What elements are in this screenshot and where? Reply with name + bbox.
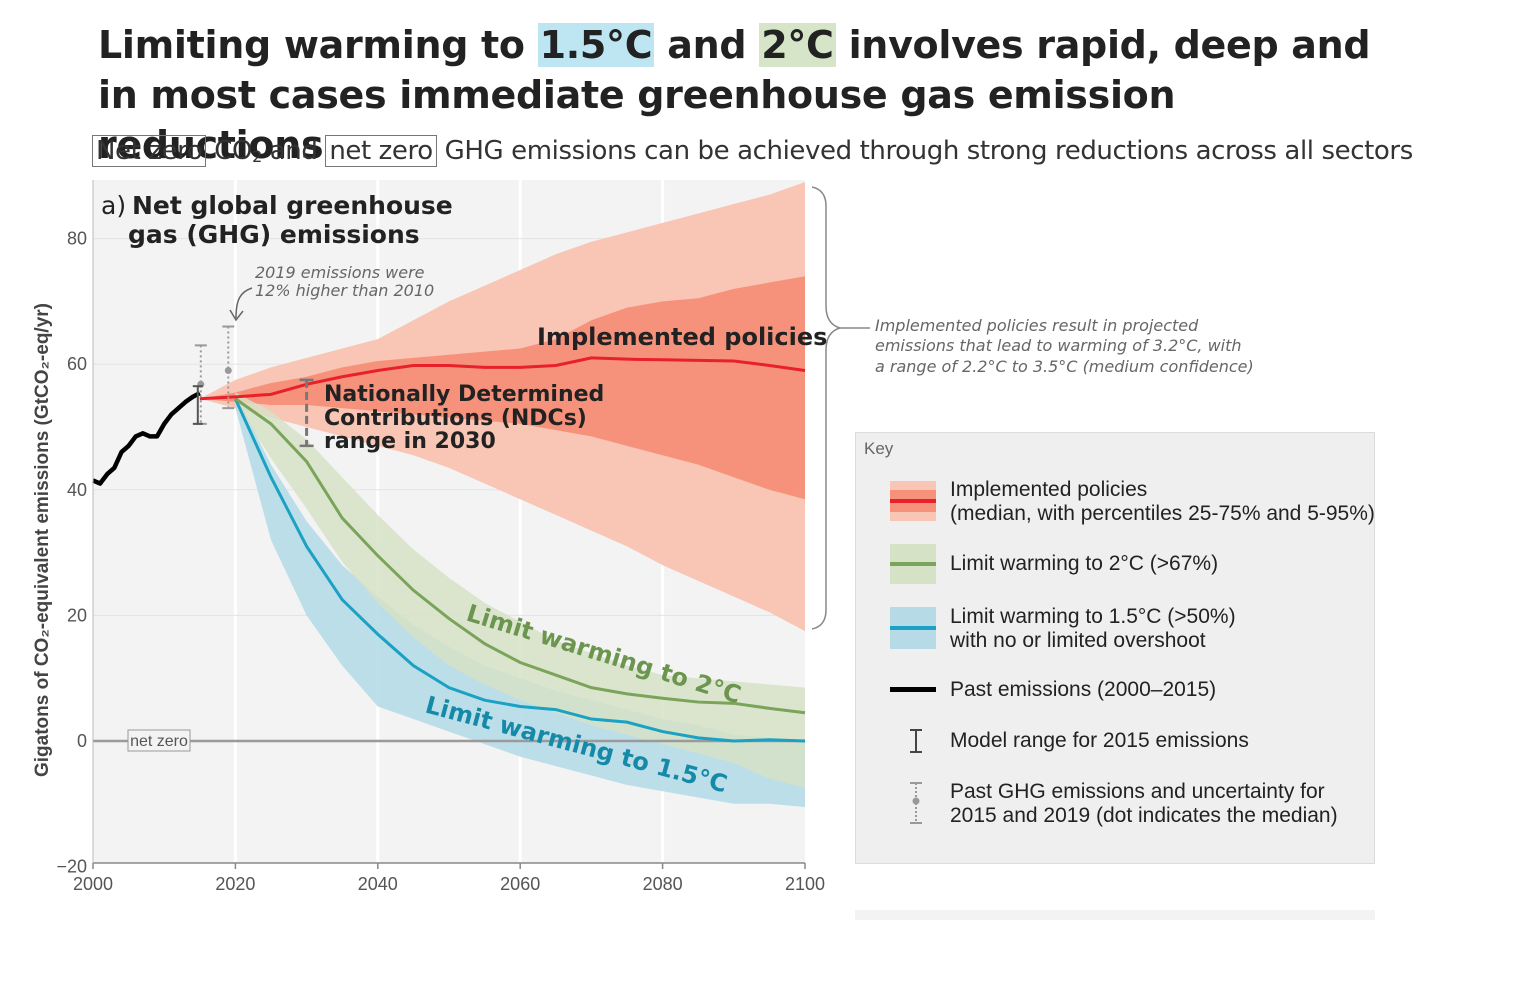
swatch-past-line: [890, 687, 936, 692]
data-bands: [199, 182, 806, 807]
swatch-policy-line: [890, 499, 936, 503]
legend-key: Key Implemented policies (median, with p…: [855, 432, 1375, 864]
y-tick-label-0: 0: [77, 731, 87, 751]
chart-title: Limiting warming to 1.5°C and 2°C involv…: [98, 20, 1398, 170]
x-tick-label-2000: 2000: [73, 874, 113, 894]
x-tick-label-2100: 2100: [785, 874, 825, 894]
line-implemented-policies-median: [199, 356, 806, 401]
key-footer-strip: [855, 910, 1375, 920]
band-policy-25-75: [199, 276, 806, 500]
key-label-uncertainty-2: 2015 and 2019 (dot indicates the median): [950, 804, 1338, 827]
axes: 2000 2020 2040 2060 2080 2100−20020406080Giga…: [32, 180, 825, 894]
brace-note-line1: Implemented policies result in projected: [875, 316, 1199, 335]
panel-label-line2: gas (GHG) emissions: [128, 220, 420, 249]
title-highlight-15c: 1.5°C: [537, 23, 655, 67]
title-part2: and: [654, 23, 760, 67]
chart-subtitle: Net zero CO2 and net zero GHG emissions …: [92, 132, 1413, 176]
panel-label-line1: Net global greenhouse: [132, 191, 453, 220]
y-tick-label--20: −20: [56, 857, 87, 877]
uncertainty-icon: [910, 782, 922, 824]
data-lines: [92, 356, 806, 743]
key-label-15c-2: with no or limited overshoot: [950, 629, 1206, 652]
key-label-model-range: Model range for 2015 emissions: [950, 729, 1249, 752]
key-label-policies-2: (median, with percentiles 25-75% and 5-9…: [950, 502, 1375, 525]
label-ndc-line3: range in 2030: [324, 429, 496, 454]
key-label-policies-1: Implemented policies: [950, 478, 1148, 501]
x-tick-label-2060: 2060: [500, 874, 540, 894]
subtitle-co2: CO: [214, 136, 253, 166]
panel-label-prefix: a): [101, 191, 126, 220]
line-limit-2c-median: [234, 397, 806, 715]
brace: [811, 186, 843, 630]
subtitle-net-zero-box-1: Net zero: [92, 135, 207, 167]
subtitle-net-zero-box-2: net zero: [325, 135, 437, 167]
key-label-2c: Limit warming to 2°C (>67%): [950, 552, 1219, 575]
annotation-2019-arrow-head: [229, 309, 244, 322]
key-label-past: Past emissions (2000–2015): [950, 678, 1217, 701]
key-label-15c-1: Limit warming to 1.5°C (>50%): [950, 605, 1236, 628]
y-axis-label: Gigatons of CO₂-equivalent emissions (Gt…: [32, 303, 53, 777]
brace-note-line2: emissions that lead to warming of 3.2°C,…: [875, 336, 1242, 355]
x-tick-label-2020: 2020: [215, 874, 255, 894]
brace-note-line3: a range of 2.2°C to 3.5°C (medium confid…: [875, 357, 1254, 376]
label-ndc-line1: Nationally Determined: [324, 382, 604, 407]
line-limit-15c-median: [234, 398, 806, 743]
label-ndc-line2: Contributions (NDCs): [324, 406, 587, 431]
y-tick-label-60: 60: [67, 354, 87, 374]
swatch-2c-line: [890, 562, 936, 566]
x-tick-label-2040: 2040: [358, 874, 398, 894]
range-markers: [192, 325, 314, 448]
model-range-icon: [910, 729, 922, 753]
swatch-15c-line: [890, 626, 936, 630]
net-zero-label: net zero: [130, 733, 188, 750]
subtitle-co2-subscript: 2: [252, 147, 262, 166]
annotation-2019-arrow-stem: [235, 287, 253, 319]
band-limit-15c: [235, 392, 805, 807]
subtitle-and: and: [261, 136, 326, 166]
title-highlight-2c: 2°C: [759, 23, 836, 67]
annotation-2019-line2: 12% higher than 2010: [255, 281, 434, 300]
title-part1: Limiting warming to: [98, 23, 538, 67]
y-tick-label-20: 20: [67, 605, 87, 625]
key-title: Key: [864, 439, 894, 458]
title-part3: involves rapid, deep and: [835, 23, 1371, 67]
line-past-emissions: [92, 391, 201, 486]
uncertainty-median-2019: [224, 366, 232, 374]
annotation-2019-line1: 2019 emissions were: [255, 263, 425, 282]
y-tick-label-80: 80: [67, 229, 87, 249]
key-label-uncertainty-1: Past GHG emissions and uncertainty for: [950, 780, 1325, 803]
band-limit-2c: [235, 392, 805, 789]
subtitle-rest: GHG emissions can be achieved through st…: [436, 136, 1414, 166]
y-tick-label-40: 40: [67, 480, 87, 500]
label-implemented-policies: Implemented policies: [537, 323, 827, 351]
title-line2: in most cases immediate greenhouse gas e…: [98, 73, 1176, 167]
x-tick-label-2080: 2080: [643, 874, 683, 894]
net-zero-box: [127, 729, 191, 752]
